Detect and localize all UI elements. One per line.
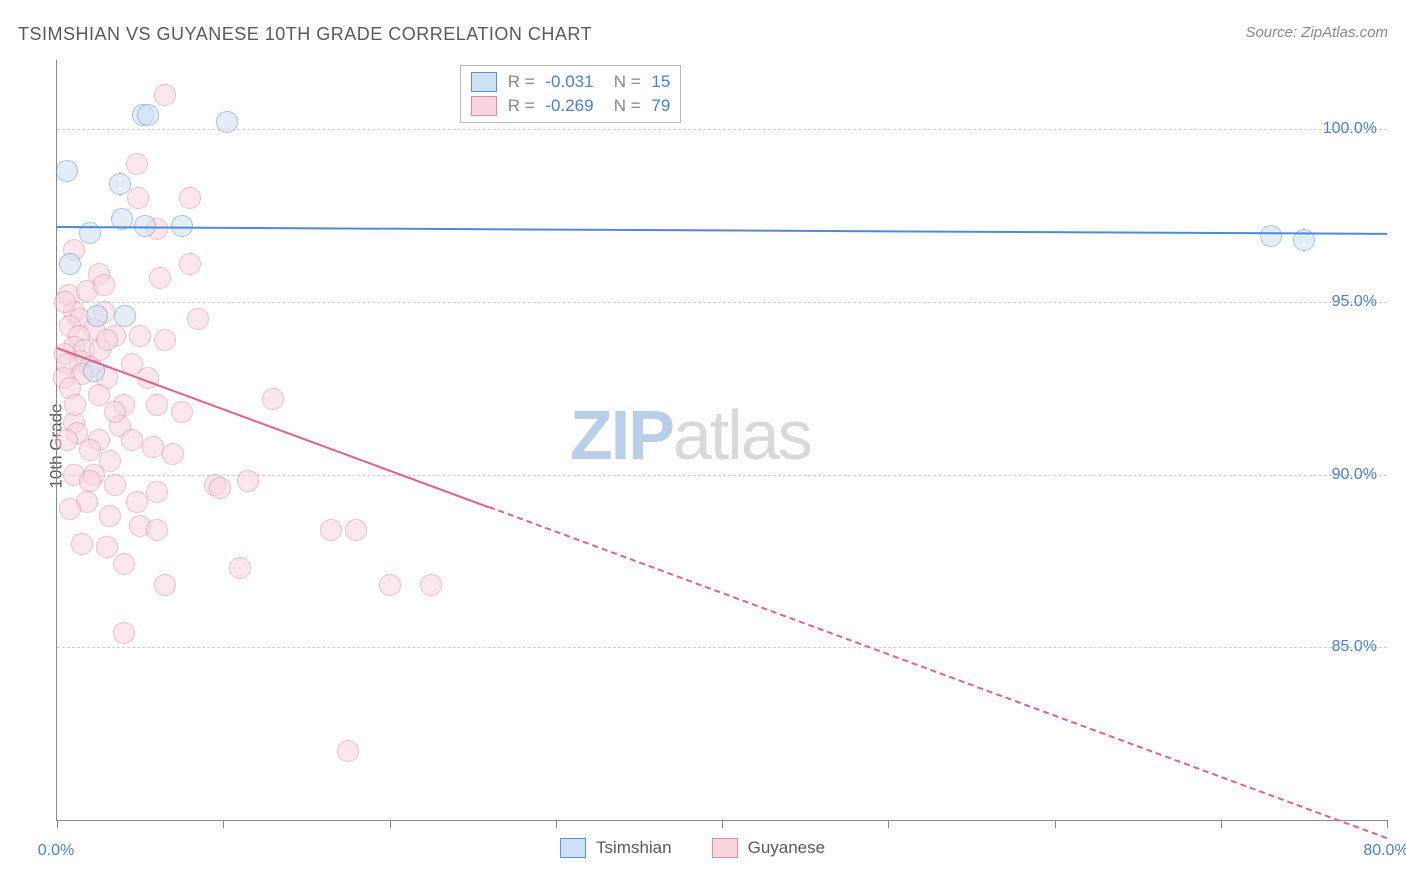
stat-n-label: N =	[600, 96, 646, 116]
guyanese-point	[345, 519, 367, 541]
xtick	[1055, 820, 1056, 828]
guyanese-point	[379, 574, 401, 596]
gridline-h	[57, 647, 1387, 648]
stat-r-label: R =	[503, 72, 539, 92]
stat-n-value: 15	[651, 72, 670, 92]
stat-n-value: 79	[651, 96, 670, 116]
xtick-label: 0.0%	[38, 842, 74, 860]
guyanese-point	[209, 477, 231, 499]
guyanese-point	[320, 519, 342, 541]
tsimshian-point	[109, 173, 131, 195]
stats-row-tsimshian: R = -0.031 N = 15	[471, 70, 670, 94]
guyanese-point	[99, 505, 121, 527]
guyanese-point	[79, 439, 101, 461]
xtick	[1387, 820, 1388, 828]
guyanese-point	[146, 519, 168, 541]
legend-swatch-tsimshian	[560, 838, 586, 858]
legend-swatch	[471, 72, 497, 92]
guyanese-point	[154, 574, 176, 596]
guyanese-point	[79, 470, 101, 492]
ytick-label: 85.0%	[1332, 638, 1377, 656]
guyanese-point	[262, 388, 284, 410]
legend-label-tsimshian: Tsimshian	[596, 838, 672, 858]
ytick-label: 90.0%	[1332, 466, 1377, 484]
guyanese-point	[420, 574, 442, 596]
guyanese-point	[64, 394, 86, 416]
guyanese-point	[237, 470, 259, 492]
guyanese-point	[146, 481, 168, 503]
tsimshian-point	[59, 253, 81, 275]
stat-r-label: R =	[503, 96, 539, 116]
guyanese-trend-dashed	[489, 506, 1387, 839]
guyanese-point	[121, 429, 143, 451]
gridline-h	[57, 129, 1387, 130]
guyanese-point	[179, 253, 201, 275]
xtick	[57, 820, 58, 828]
legend-swatch-guyanese	[712, 838, 738, 858]
guyanese-point	[54, 291, 76, 313]
guyanese-point	[229, 557, 251, 579]
guyanese-point	[126, 153, 148, 175]
guyanese-point	[171, 401, 193, 423]
tsimshian-point	[86, 305, 108, 327]
xtick	[556, 820, 557, 828]
ytick-label: 95.0%	[1332, 293, 1377, 311]
guyanese-point	[154, 329, 176, 351]
guyanese-point	[129, 325, 151, 347]
guyanese-point	[88, 384, 110, 406]
stat-n-label: N =	[600, 72, 646, 92]
tsimshian-point	[216, 111, 238, 133]
tsimshian-point	[1260, 225, 1282, 247]
guyanese-point	[146, 394, 168, 416]
xtick	[888, 820, 889, 828]
guyanese-point	[126, 491, 148, 513]
xtick	[223, 820, 224, 828]
source-label: Source: ZipAtlas.com	[1245, 24, 1388, 41]
xtick	[1221, 820, 1222, 828]
legend-swatch	[471, 96, 497, 116]
guyanese-point	[149, 267, 171, 289]
stat-r-value: -0.031	[545, 72, 593, 92]
xtick	[390, 820, 391, 828]
tsimshian-point	[56, 160, 78, 182]
guyanese-point	[71, 533, 93, 555]
guyanese-point	[187, 308, 209, 330]
series-legend: Tsimshian Guyanese	[560, 838, 825, 858]
stat-r-value: -0.269	[545, 96, 593, 116]
guyanese-point	[59, 498, 81, 520]
ytick-label: 100.0%	[1323, 120, 1377, 138]
guyanese-point	[96, 536, 118, 558]
guyanese-point	[93, 274, 115, 296]
guyanese-point	[162, 443, 184, 465]
xtick-label: 80.0%	[1363, 842, 1406, 860]
guyanese-point	[104, 401, 126, 423]
chart-title: TSIMSHIAN VS GUYANESE 10TH GRADE CORRELA…	[18, 24, 592, 45]
tsimshian-point	[137, 104, 159, 126]
guyanese-point	[179, 187, 201, 209]
tsimshian-point	[79, 222, 101, 244]
tsimshian-trend	[57, 226, 1387, 235]
guyanese-point	[127, 187, 149, 209]
stats-row-guyanese: R = -0.269 N = 79	[471, 94, 670, 118]
guyanese-point	[113, 622, 135, 644]
gridline-h	[57, 302, 1387, 303]
guyanese-point	[142, 436, 164, 458]
stats-legend: R = -0.031 N = 15 R = -0.269 N = 79	[460, 65, 681, 123]
tsimshian-point	[114, 305, 136, 327]
guyanese-point	[96, 329, 118, 351]
guyanese-point	[113, 553, 135, 575]
legend-label-guyanese: Guyanese	[748, 838, 826, 858]
guyanese-point	[337, 740, 359, 762]
xtick	[722, 820, 723, 828]
guyanese-point	[104, 474, 126, 496]
guyanese-point	[154, 84, 176, 106]
plot-area: 85.0% 90.0% 95.0% 100.0%	[56, 60, 1387, 821]
guyanese-point	[56, 429, 78, 451]
